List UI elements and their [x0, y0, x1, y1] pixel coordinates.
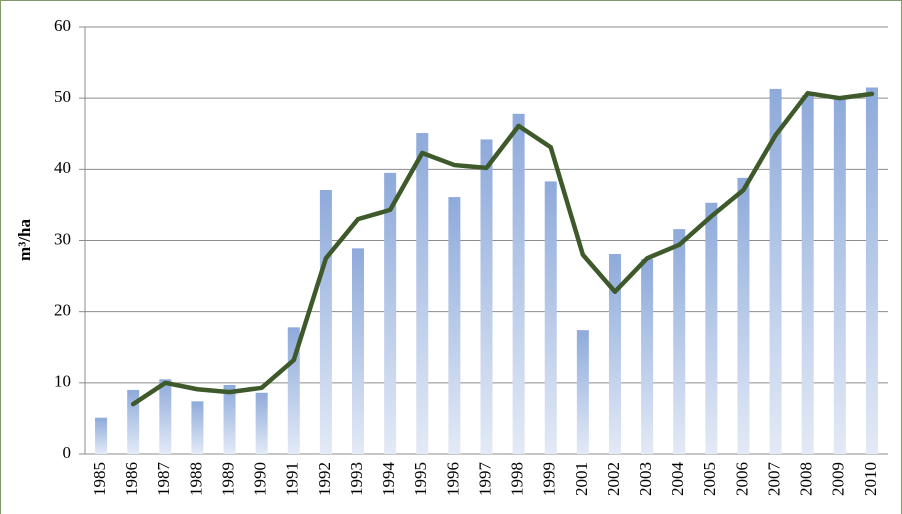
bar — [608, 254, 621, 454]
x-tick-label: 2006 — [732, 462, 751, 496]
x-tick-label: 1989 — [218, 462, 237, 496]
bar — [769, 88, 782, 454]
bar — [641, 259, 654, 454]
x-tick-label: 2008 — [797, 462, 816, 496]
bar — [287, 327, 300, 454]
bar — [448, 197, 461, 455]
bar — [833, 98, 846, 455]
x-tick-label: 1997 — [475, 462, 494, 497]
x-tick-label: 1992 — [315, 462, 334, 496]
x-tick-label: 2005 — [700, 462, 719, 496]
y-tick-label: 30 — [54, 229, 71, 248]
bar — [255, 392, 268, 454]
y-tick-label: 50 — [54, 87, 71, 106]
bar — [801, 95, 814, 454]
x-tick-label: 2003 — [636, 462, 655, 496]
bar — [127, 389, 140, 454]
bar — [576, 330, 589, 454]
bar — [159, 379, 172, 454]
bar — [191, 401, 204, 454]
x-tick-label: 1996 — [443, 462, 462, 496]
y-tick-label: 60 — [54, 16, 71, 35]
y-tick-label: 40 — [54, 158, 71, 177]
x-tick-label: 1985 — [90, 462, 109, 496]
bar — [512, 113, 525, 454]
y-tick-label: 0 — [63, 443, 72, 462]
bar — [673, 229, 686, 454]
x-tick-label: 1990 — [251, 462, 270, 496]
x-tick-label: 2010 — [861, 462, 880, 496]
x-tick-label: 1999 — [540, 462, 559, 496]
bar — [352, 248, 365, 454]
x-tick-label: 1993 — [347, 462, 366, 496]
x-tick-label: 2002 — [604, 462, 623, 496]
bar — [544, 181, 557, 454]
x-tick-label: 2001 — [572, 462, 591, 496]
x-tick-label: 2004 — [668, 462, 687, 497]
x-tick-label: 2009 — [829, 462, 848, 496]
x-tick-label: 1991 — [283, 462, 302, 496]
x-tick-label: 1995 — [411, 462, 430, 496]
bar — [865, 87, 878, 454]
x-tick-label: 1986 — [122, 462, 141, 496]
bar — [384, 172, 397, 454]
bar — [480, 139, 493, 454]
x-tick-label: 1998 — [508, 462, 527, 496]
bar — [416, 133, 429, 454]
x-tick-label: 2007 — [764, 462, 783, 497]
bar — [737, 177, 750, 454]
bar — [223, 384, 236, 454]
bar — [95, 417, 108, 454]
bar — [705, 202, 718, 454]
y-tick-label: 10 — [54, 372, 71, 391]
x-tick-label: 1987 — [154, 462, 173, 497]
y-axis-title: m³/ha — [15, 219, 34, 261]
y-tick-label: 20 — [54, 301, 71, 320]
bar — [319, 189, 332, 454]
line — [130, 90, 875, 407]
x-tick-label: 1994 — [379, 462, 398, 497]
x-tick-label: 1988 — [186, 462, 205, 496]
